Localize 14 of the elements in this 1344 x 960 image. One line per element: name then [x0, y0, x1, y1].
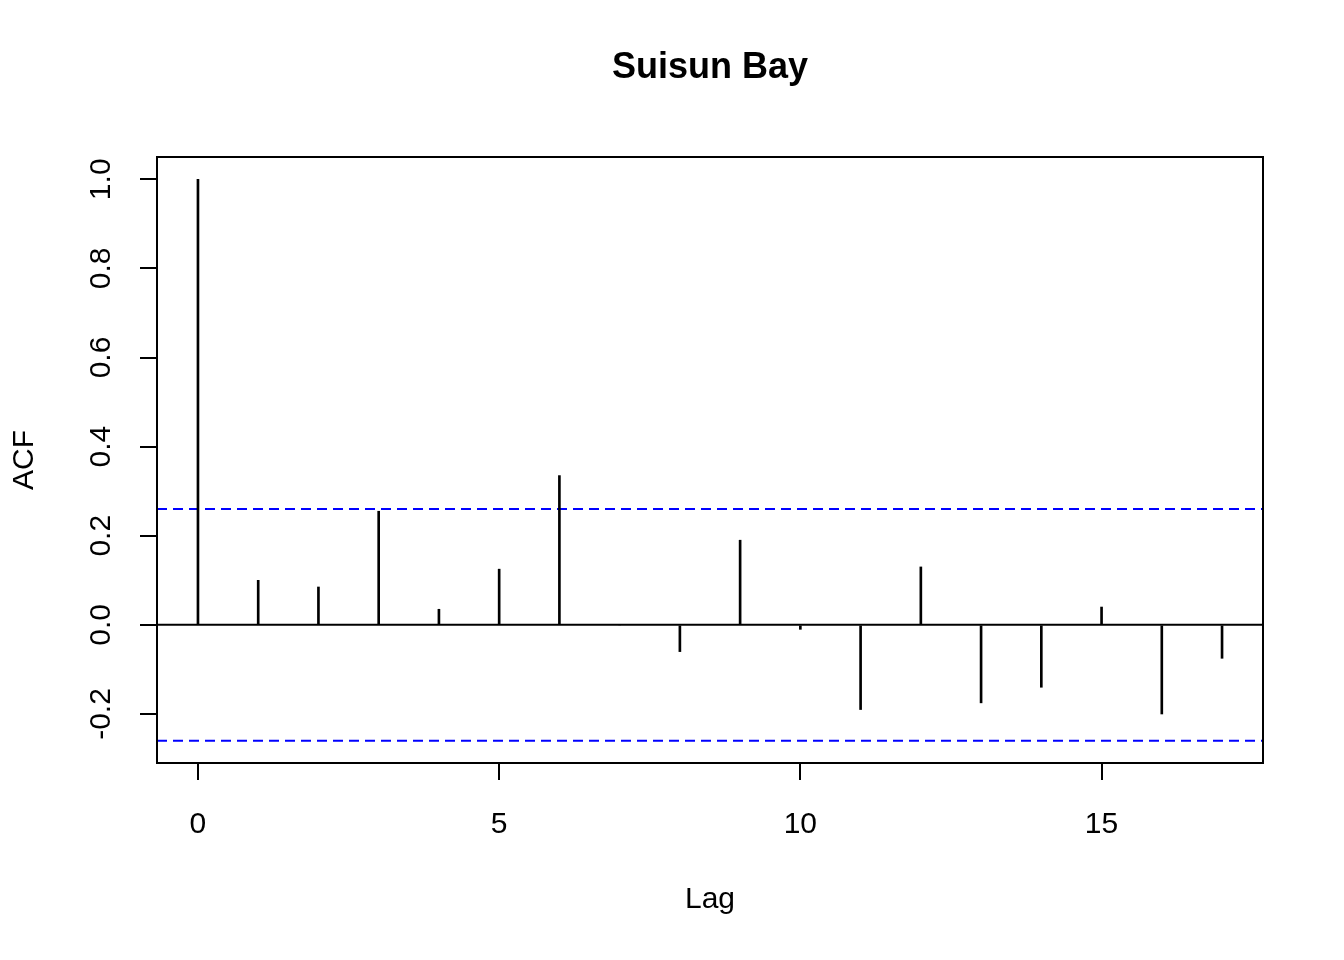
- y-tick-label: 0.8: [83, 247, 117, 290]
- x-tick-label: 0: [189, 806, 207, 840]
- x-tick-label: 15: [1084, 806, 1119, 840]
- y-tick-label: 0.4: [83, 425, 117, 468]
- y-tick-label: 0.2: [83, 514, 117, 557]
- y-axis-title: ACF: [6, 430, 40, 490]
- y-tick-label: -0.2: [83, 688, 117, 740]
- x-tick-label: 10: [783, 806, 818, 840]
- x-axis-title: Lag: [684, 881, 736, 915]
- y-tick-label: 0.6: [83, 336, 117, 379]
- y-tick-label: 1.0: [83, 158, 117, 201]
- chart-title: Suisun Bay: [611, 44, 809, 86]
- y-tick-label: 0.0: [83, 604, 117, 646]
- x-tick-label: 5: [490, 806, 508, 840]
